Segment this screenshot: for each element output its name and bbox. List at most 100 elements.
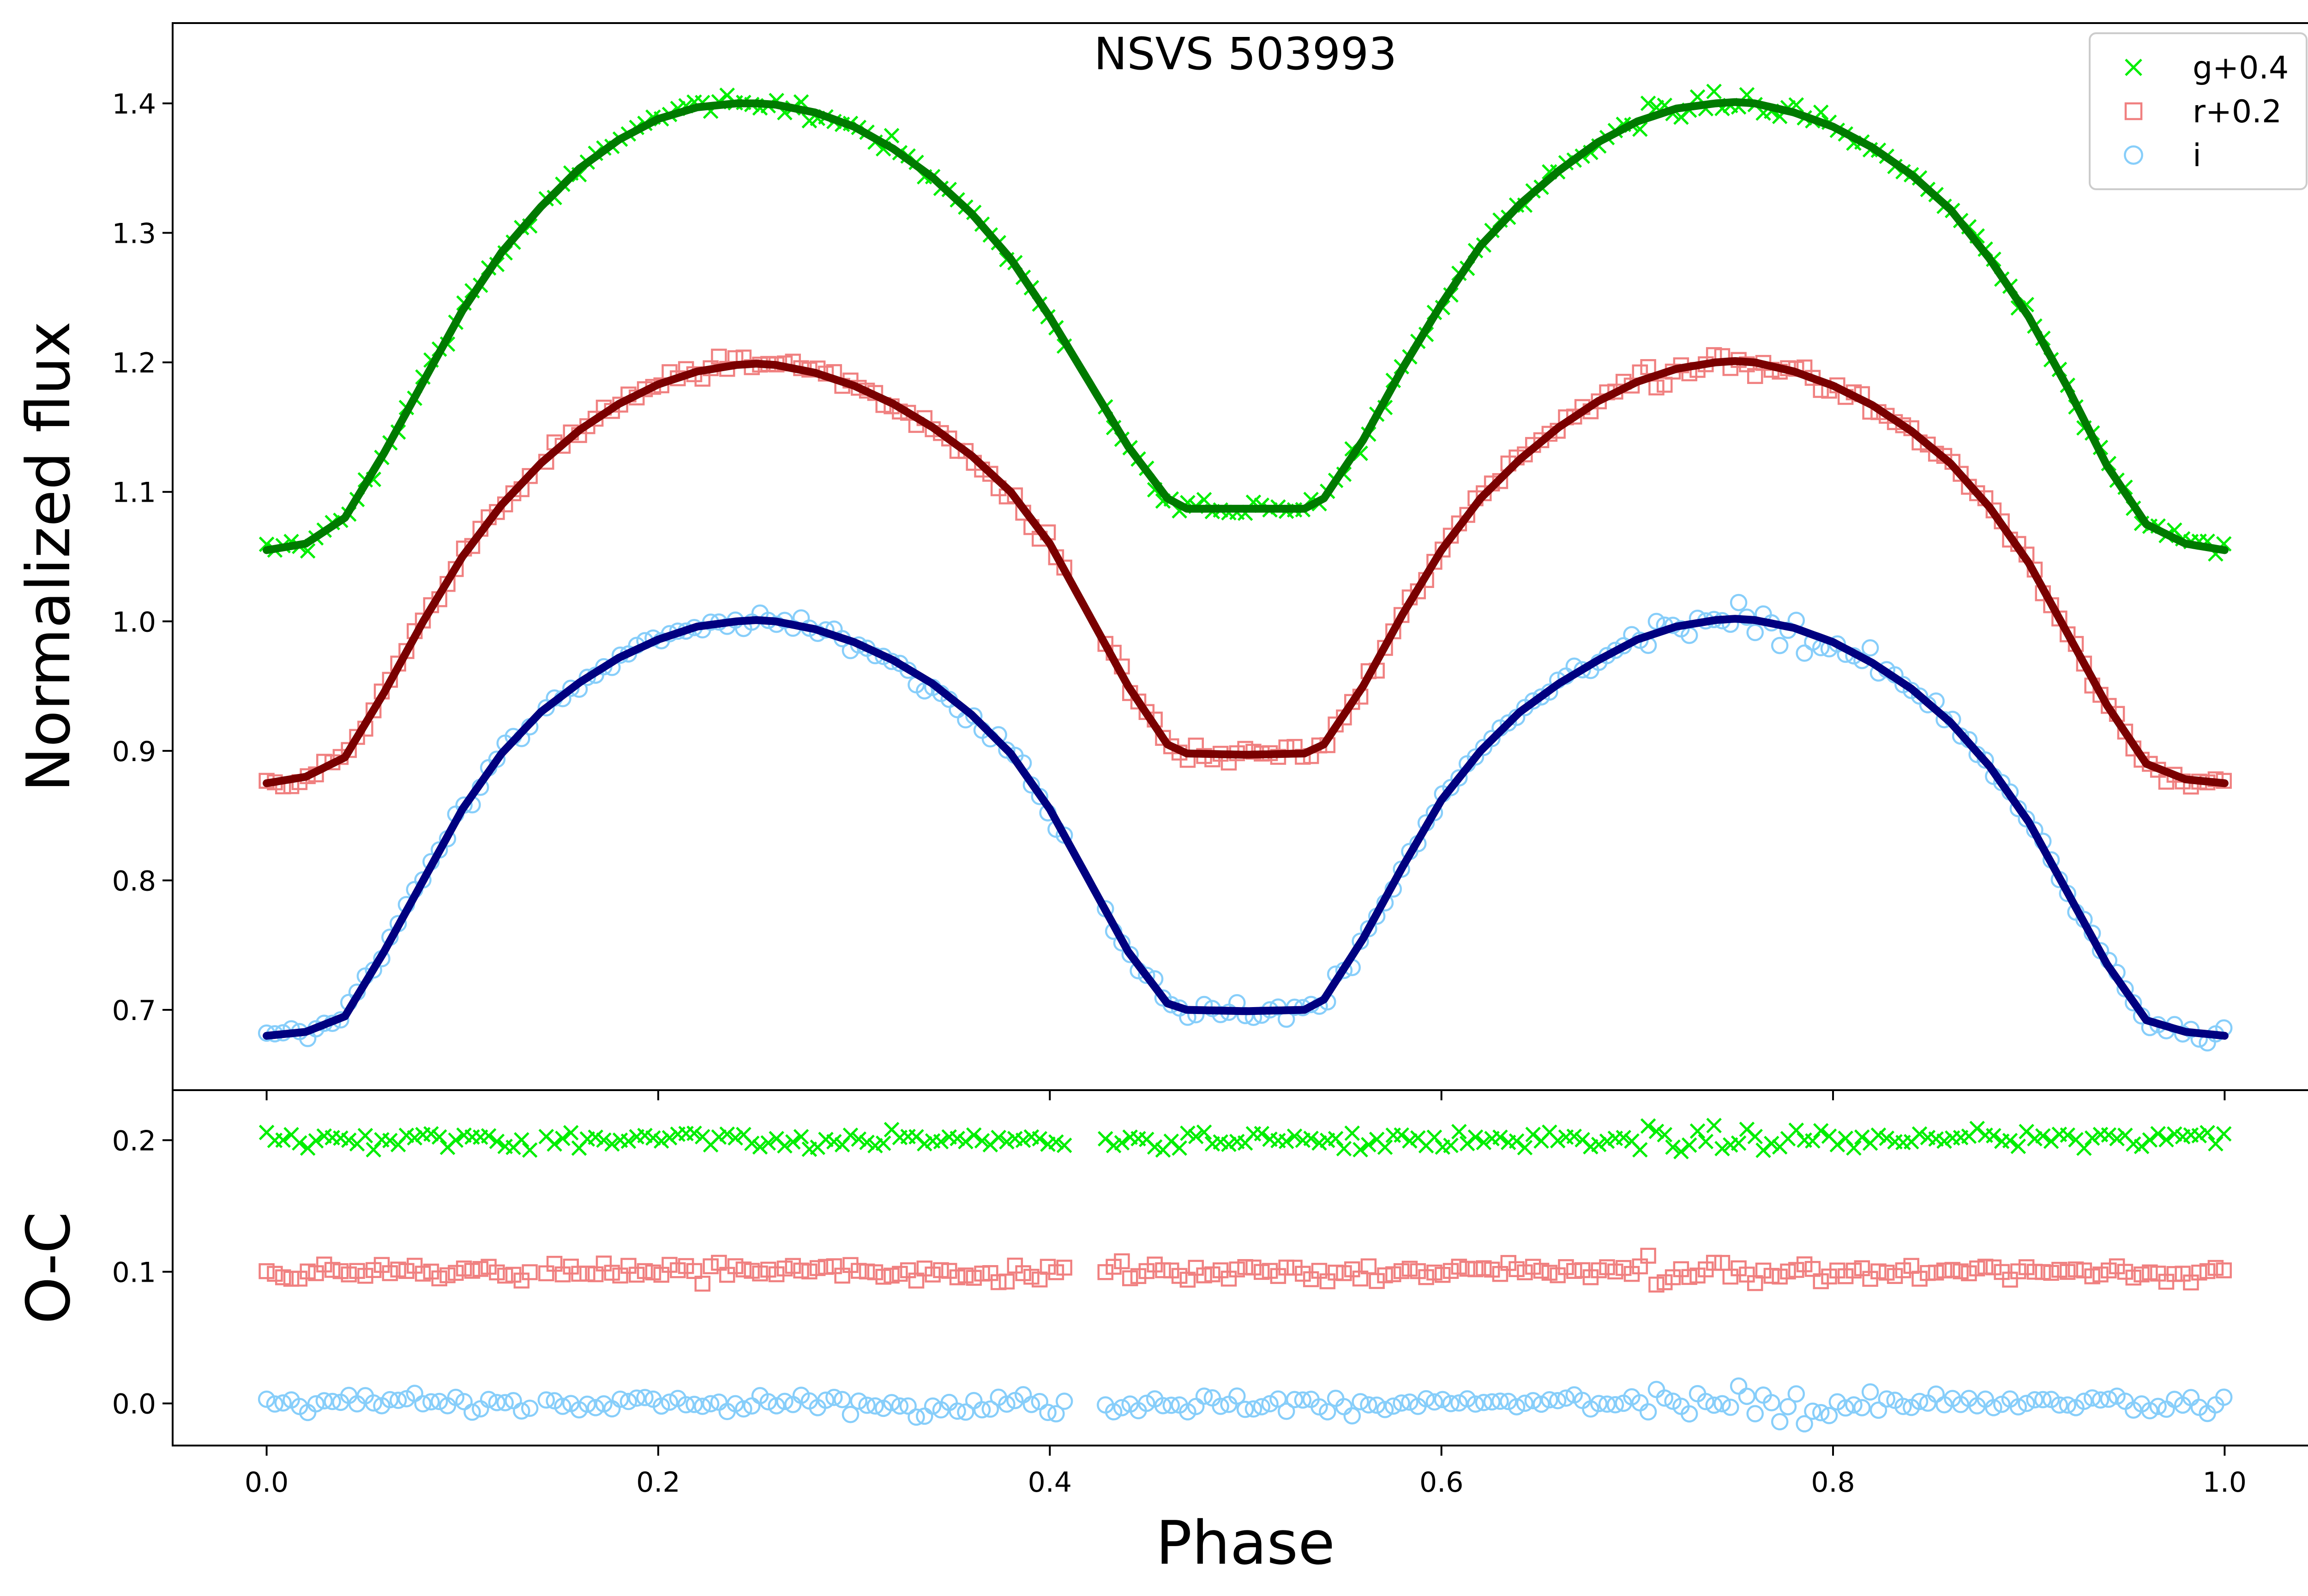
residual-point — [677, 1396, 695, 1414]
residual-point — [1336, 1265, 1352, 1281]
residual-point — [1270, 1268, 1286, 1284]
residual-point — [1294, 1391, 1312, 1409]
residual-point — [315, 1392, 333, 1410]
residual-point — [1418, 1269, 1434, 1285]
residual-point — [1787, 1385, 1805, 1403]
residual-point — [463, 1403, 481, 1421]
residual-point — [1328, 1131, 1344, 1146]
residual-point — [825, 1388, 843, 1406]
residual-point — [430, 1392, 448, 1410]
residual-point — [752, 1139, 768, 1155]
residual-point — [407, 1130, 423, 1146]
residual-point — [1254, 1126, 1270, 1141]
chart-title: NSVS 503993 — [1094, 28, 1397, 80]
residual-point — [1731, 1135, 1747, 1151]
data-point — [1771, 636, 1789, 654]
residual-point — [1015, 1265, 1031, 1281]
model-curve — [263, 615, 2229, 1040]
flux-axis-label: Normalized flux — [13, 321, 84, 792]
residual-point — [974, 1266, 990, 1282]
residual-point — [2059, 1264, 2076, 1280]
residual-point — [488, 1394, 506, 1411]
residual-point — [1261, 1395, 1279, 1413]
residual-point — [1524, 1392, 1542, 1410]
residual-point — [1393, 1263, 1410, 1279]
residual-point — [464, 1263, 481, 1279]
residual-point — [381, 1391, 399, 1409]
residual-point — [1377, 1267, 1393, 1284]
residual-point — [2142, 1132, 2158, 1148]
residual-point — [2083, 1389, 2101, 1407]
residual-point — [2034, 1391, 2052, 1409]
residual-point — [1656, 1274, 1673, 1290]
residual-point — [924, 1397, 942, 1415]
residual-point — [694, 1398, 711, 1415]
residual-point — [957, 1267, 974, 1284]
residual-point — [950, 1131, 965, 1146]
residual-point — [1171, 1268, 1188, 1284]
residual-point — [711, 1129, 727, 1145]
residual-point — [1352, 1393, 1369, 1410]
legend-entry-g: g+0.4 — [2125, 50, 2289, 86]
residual-point — [2215, 1388, 2233, 1406]
residual-point — [1360, 1396, 1377, 1414]
residual-point — [801, 1263, 817, 1280]
residual-point — [357, 1128, 373, 1144]
residual-point — [1393, 1394, 1410, 1412]
residual-point — [1443, 1137, 1459, 1153]
residual-point — [587, 1266, 604, 1283]
residual-point — [645, 1264, 661, 1281]
residual-point — [2026, 1391, 2044, 1409]
residual-point — [1911, 1392, 1929, 1410]
residual-point — [883, 1394, 901, 1411]
residual-point — [1755, 1262, 1772, 1279]
residual-point — [341, 1266, 357, 1283]
residual-point — [1147, 1139, 1163, 1155]
data-point — [1483, 730, 1501, 747]
data-point — [1730, 594, 1748, 612]
residual-point — [1747, 1275, 1763, 1291]
data-point — [505, 485, 522, 502]
circle-marker-icon — [2124, 145, 2143, 165]
residual-point — [1491, 1392, 1509, 1410]
residual-point — [685, 1396, 703, 1413]
residual-point — [1870, 1263, 1887, 1279]
residual-point — [1648, 1123, 1665, 1140]
residual-point — [653, 1133, 669, 1149]
residual-point — [258, 1263, 275, 1279]
residual-point — [1106, 1138, 1122, 1153]
residual-point — [670, 1262, 686, 1278]
residual-point — [497, 1267, 513, 1284]
residual-point — [768, 1397, 785, 1415]
residual-point — [1196, 1267, 1212, 1284]
y-tick-label: 0.8 — [112, 865, 156, 897]
residual-point — [1853, 1399, 1871, 1416]
residual-point — [1714, 1140, 1730, 1157]
residual-point — [884, 1267, 900, 1284]
residual-point — [1040, 1259, 1056, 1275]
residual-point — [266, 1395, 284, 1413]
residual-point — [1861, 1383, 1879, 1401]
legend-box — [2089, 32, 2308, 190]
residual-point — [1056, 1137, 1072, 1153]
flux-model-curves — [263, 98, 2229, 1040]
residual-point — [891, 1397, 909, 1415]
residual-point — [1837, 1268, 1854, 1284]
residual-point — [966, 1127, 982, 1143]
flux-panel: 0.7 0.8 0.9 1.0 1.1 1.2 1.3 1.4 NSVS 503993 Nor… — [13, 22, 2308, 1100]
residual-point — [899, 1397, 917, 1415]
residual-point — [858, 1396, 876, 1414]
residual-point — [1533, 1262, 1550, 1279]
data-point — [1196, 492, 1212, 508]
residual-point — [1985, 1259, 2002, 1276]
residual-point — [1598, 1395, 1616, 1413]
residual-point — [1426, 1264, 1442, 1281]
residual-point — [1278, 1260, 1294, 1276]
data-point — [965, 707, 983, 725]
residual-point — [1788, 1262, 1804, 1278]
residual-point — [1056, 1260, 1072, 1276]
residual-point — [1254, 1264, 1270, 1280]
residual-point — [1022, 1396, 1040, 1413]
residual-point — [1195, 1387, 1213, 1405]
